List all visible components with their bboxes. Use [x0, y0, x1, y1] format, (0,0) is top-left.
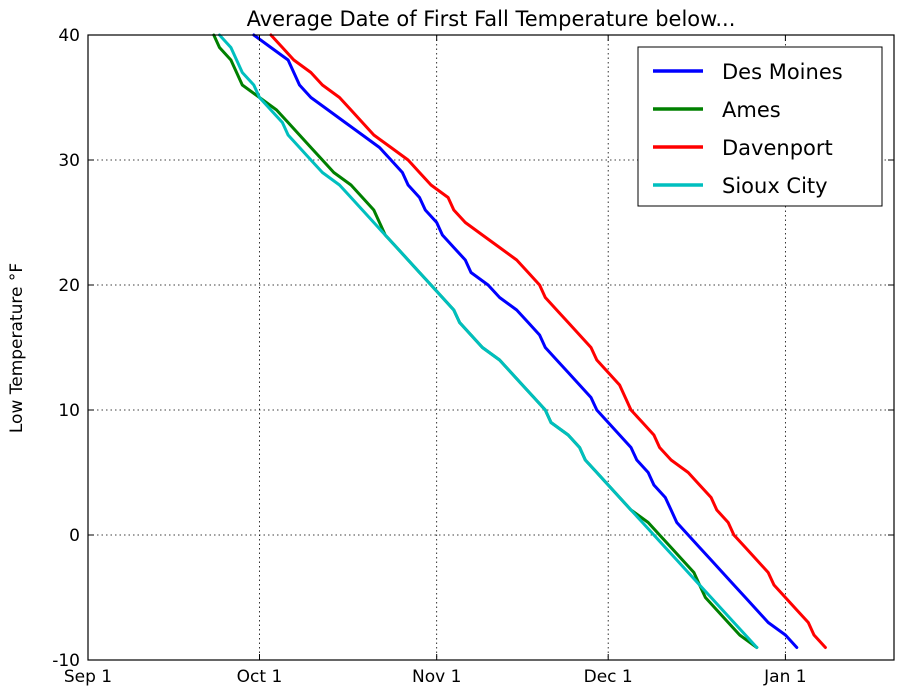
x-tick-label: Sep 1 [64, 667, 112, 687]
legend-label-davenport: Davenport [722, 136, 833, 160]
x-tick-label: Nov 1 [412, 667, 461, 687]
y-tick-label: 30 [58, 151, 80, 171]
y-tick-label: 40 [58, 26, 80, 46]
y-tick-label: 10 [58, 401, 80, 421]
x-tick-label: Dec 1 [584, 667, 633, 687]
x-tick-label: Jan 1 [763, 667, 806, 687]
chart-title: Average Date of First Fall Temperature b… [247, 7, 736, 31]
legend-label-sioux-city: Sioux City [722, 174, 828, 198]
legend-label-ames: Ames [722, 98, 781, 122]
series-line-davenport [269, 33, 827, 649]
y-tick-label: 20 [58, 276, 80, 296]
y-axis-label: Low Temperature °F [7, 263, 27, 433]
x-tick-label: Oct 1 [237, 667, 283, 687]
legend-box [637, 46, 883, 207]
series-layer [212, 33, 827, 649]
legend-label-des-moines: Des Moines [722, 60, 843, 84]
series-line-sioux-city [218, 33, 759, 649]
legend: Des Moines Ames Davenport Sioux City [637, 46, 883, 207]
series-line-des-moines [252, 33, 799, 649]
tick-layer: Sep 1 Oct 1 Nov 1 Dec 1 Jan 1 -10 0 10 20 30 40 [52, 26, 894, 687]
y-tick-label: 0 [69, 526, 80, 546]
axes-frame [87, 34, 895, 661]
y-tick-label: -10 [52, 651, 80, 671]
